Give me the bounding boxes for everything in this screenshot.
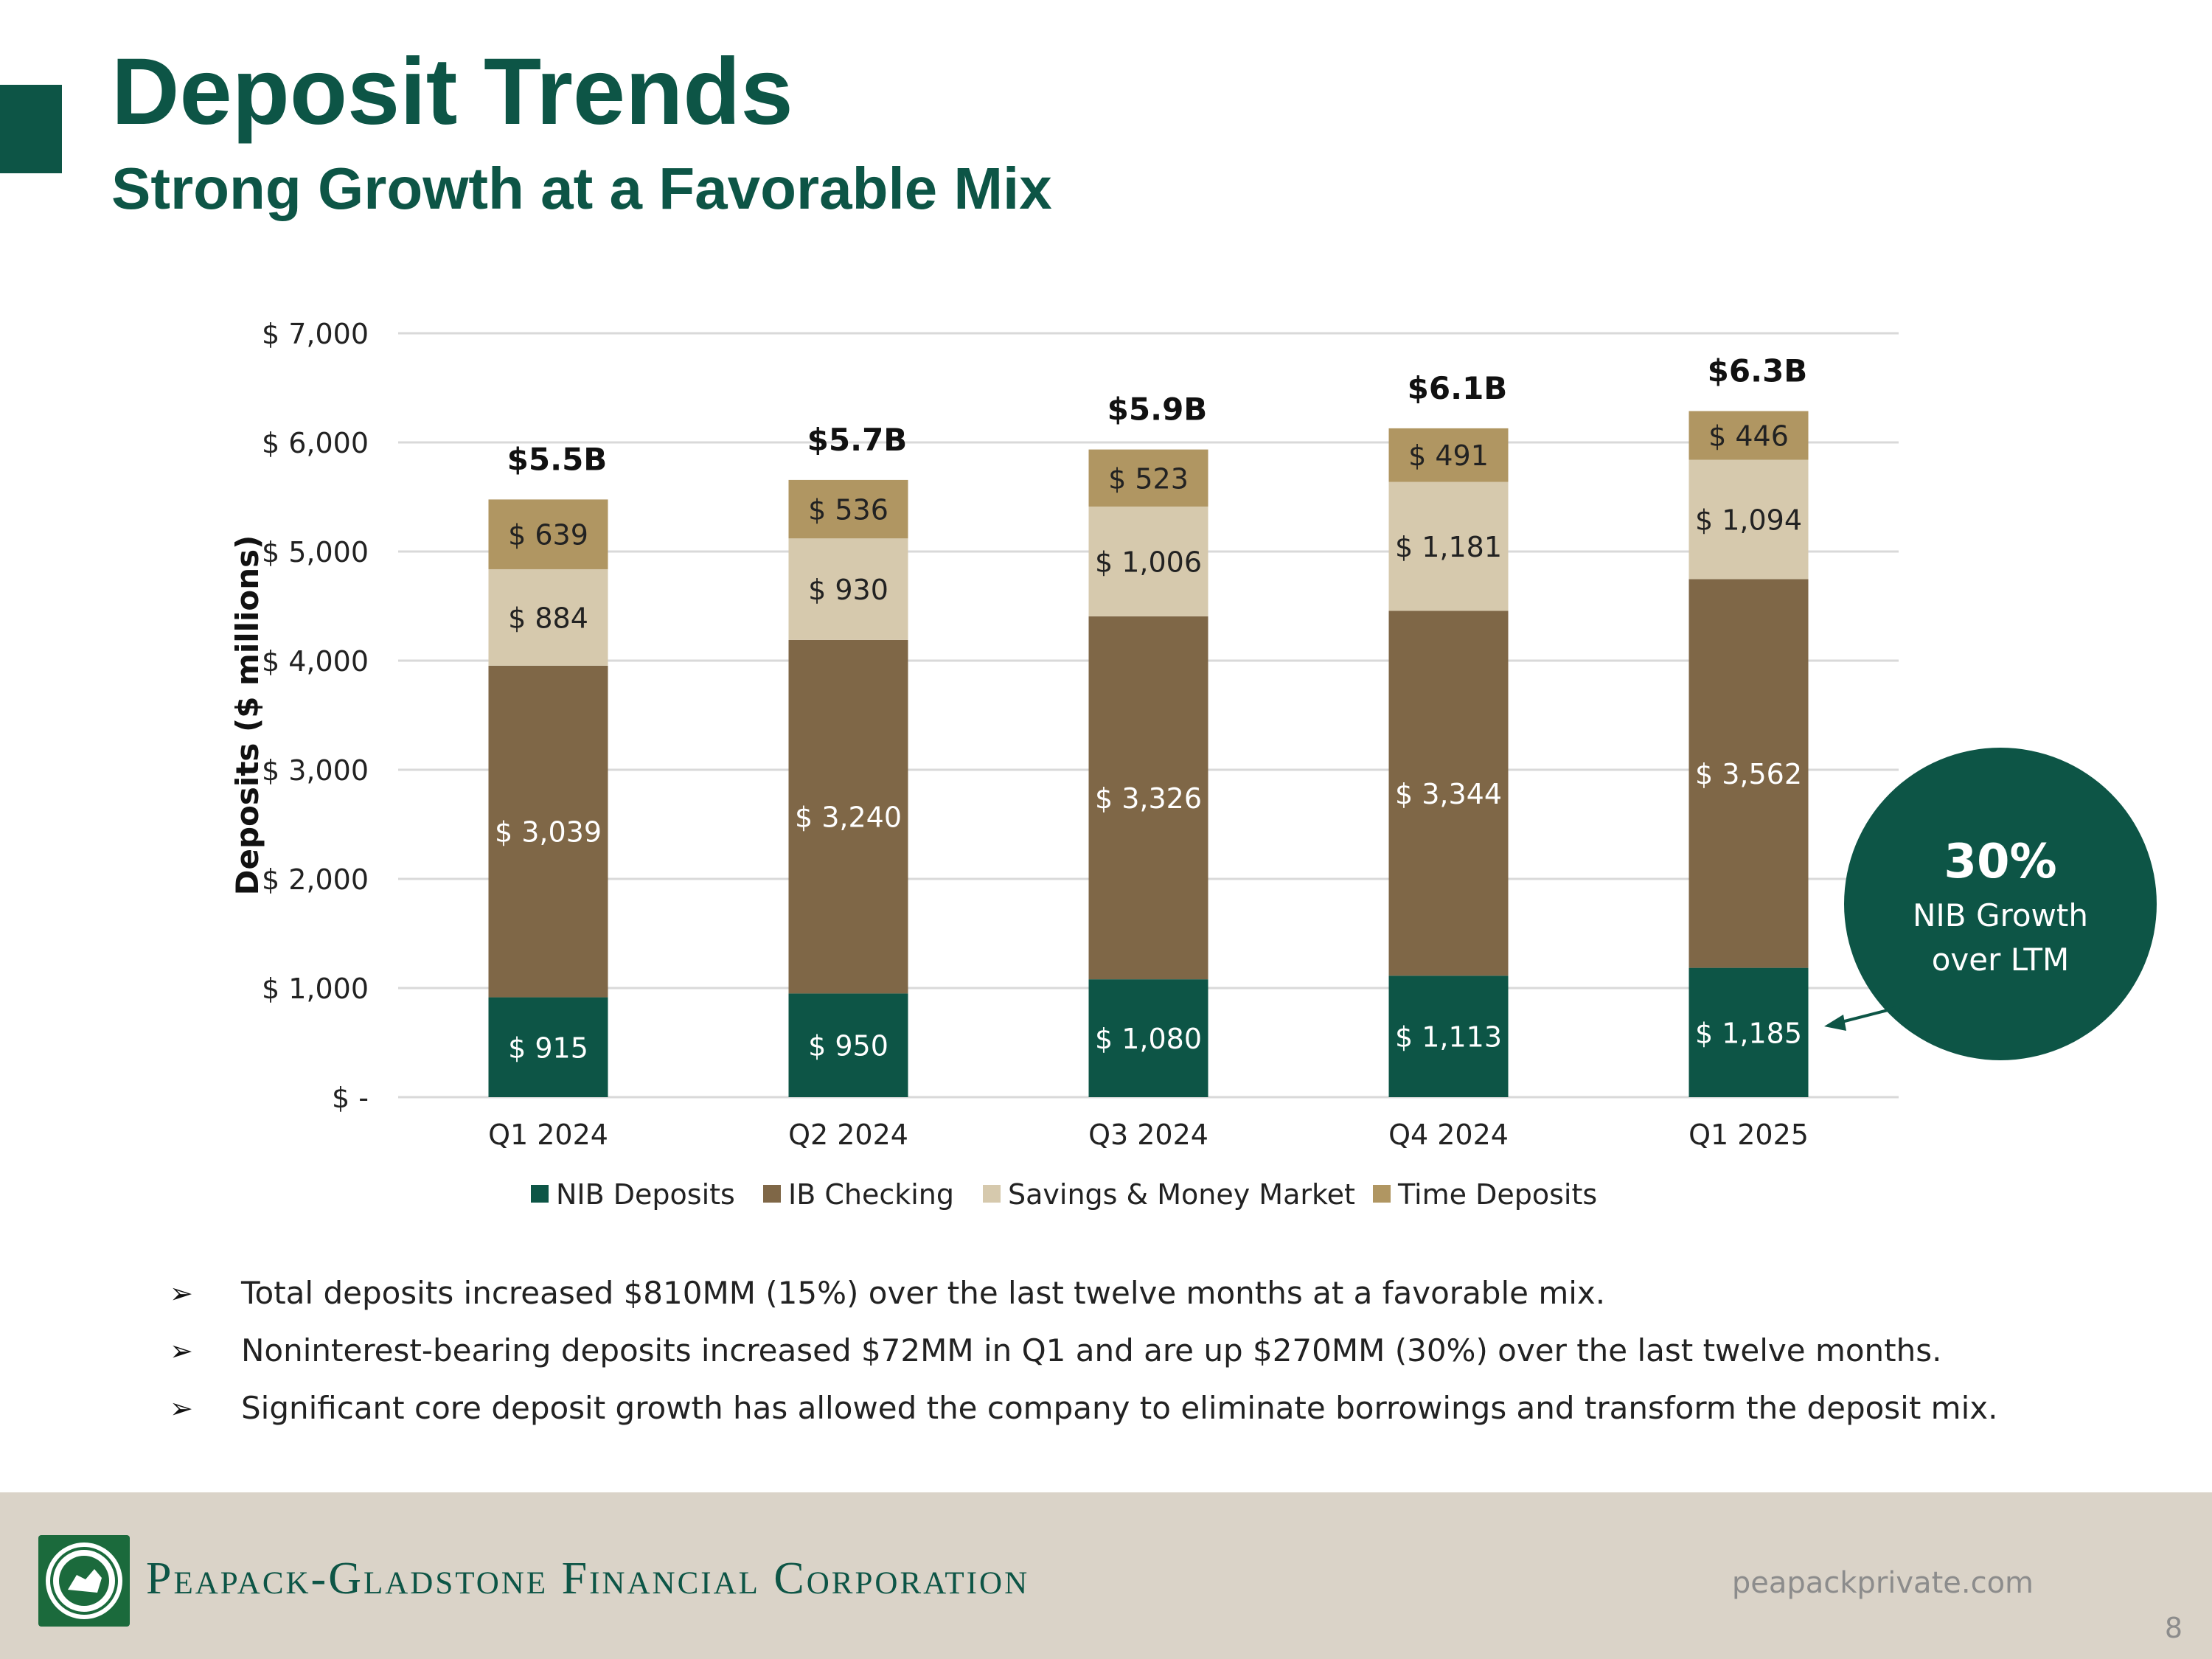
arrow-bullet-icon: ➢ <box>170 1335 193 1367</box>
list-item: ➢ Significant core deposit growth has all… <box>170 1383 1997 1441</box>
axis-layer: $ - $ 1,000 $ 2,000 $ 3,000 $ 4,000 $ 5,000 $ … <box>229 318 1809 1151</box>
bar-value-label: $ 3,326 <box>1095 782 1202 815</box>
y-axis-title: Deposits ($ millions) <box>229 535 265 896</box>
bar-segment <box>1688 459 1809 580</box>
legend-label: IB Checking <box>788 1178 954 1211</box>
bar-total-label: $5.5B <box>507 441 608 477</box>
callout-arrow-line <box>1835 1006 1900 1025</box>
footer-bar: Peapack-Gladstone Financial Corporation … <box>0 1492 2212 1659</box>
y-tick-label: $ 5,000 <box>262 536 369 568</box>
callout-line-2: over LTM <box>1932 942 2070 978</box>
legend-swatch <box>1373 1185 1391 1203</box>
page-number: 8 <box>2164 1612 2183 1644</box>
bullet-text: Total deposits increased $810MM (15%) ov… <box>241 1275 1606 1311</box>
bar-segment <box>788 479 908 539</box>
legend-label: Time Deposits <box>1397 1178 1597 1211</box>
bar-value-label: $ 1,094 <box>1695 504 1802 536</box>
callout-arrow-head <box>1824 1015 1846 1031</box>
bar-segment <box>488 997 608 1097</box>
key-points-list: ➢ Total deposits increased $810MM (15%) o… <box>170 1268 1997 1441</box>
bar-value-label: $ 884 <box>508 602 588 634</box>
x-tick-label: Q2 2024 <box>788 1119 908 1151</box>
x-tick-label: Q1 2025 <box>1688 1119 1809 1151</box>
bar-value-label: $ 536 <box>808 494 888 526</box>
bar-value-label: $ 950 <box>808 1030 888 1062</box>
legend-label: Savings & Money Market <box>1008 1178 1355 1211</box>
bar-value-label: $ 3,039 <box>495 816 602 849</box>
bar-value-label: $ 930 <box>808 574 888 606</box>
bar-segment <box>488 568 608 666</box>
arrow-bullet-icon: ➢ <box>170 1277 193 1310</box>
deposit-stacked-bar-chart: $ 915$ 3,039$ 884$ 639$5.5B$ 950$ 3,240$… <box>229 318 2157 1211</box>
bar-segment <box>1388 481 1509 611</box>
website-link[interactable]: peapackprivate.com <box>1731 1566 2034 1600</box>
bar-total-label: $5.9B <box>1107 392 1208 428</box>
bar-value-label: $ 1,080 <box>1095 1023 1202 1055</box>
company-seal-logo <box>38 1535 130 1627</box>
bar-value-label: $ 446 <box>1708 420 1789 453</box>
bullet-text: Significant core deposit growth has allo… <box>241 1390 1998 1426</box>
bar-value-label: $ 3,344 <box>1395 778 1502 810</box>
bullet-text: Noninterest-bearing deposits increased $… <box>241 1332 1942 1368</box>
label-layer: $ 915 $ 3,039 $ 884 $ 639 $5.5B $ 950 $ 3,240 $… <box>495 353 1807 1065</box>
title-accent-block <box>0 85 62 173</box>
x-tick-label: Q3 2024 <box>1088 1119 1208 1151</box>
y-tick-label: $ 2,000 <box>262 863 369 896</box>
bar-value-label: $ 523 <box>1108 462 1189 495</box>
callout-circle <box>1844 748 2157 1060</box>
bar-value-label: $ 639 <box>508 519 588 552</box>
bar-segment <box>1388 975 1509 1097</box>
bar-segment <box>1088 507 1208 616</box>
bar-layer <box>488 411 1809 1097</box>
company-name: Peapack-Gladstone Financial Corporation <box>146 1554 1030 1604</box>
legend-swatch <box>531 1185 549 1203</box>
chart-legend: NIB Deposits IB Checking Savings & Money M… <box>531 1178 1597 1211</box>
bar-value-label: $ 1,185 <box>1695 1017 1802 1049</box>
bar-segment <box>1688 967 1809 1097</box>
page-title: Deposit Trends <box>111 39 793 145</box>
y-tick-label: $ 4,000 <box>262 645 369 678</box>
legend-swatch <box>763 1185 781 1203</box>
bar-segment <box>1088 979 1208 1097</box>
legend-label: NIB Deposits <box>556 1178 735 1211</box>
page-subtitle: Strong Growth at a Favorable Mix <box>111 156 1052 221</box>
y-tick-label: $ 3,000 <box>262 754 369 787</box>
bar-segment <box>488 499 608 569</box>
bar-segment <box>788 538 908 640</box>
nib-growth-callout: 30% NIB Growth over LTM <box>1824 748 2157 1060</box>
list-item: ➢ Noninterest-bearing deposits increased … <box>170 1326 1997 1383</box>
y-tick-label: $ 1,000 <box>262 973 369 1005</box>
bar-value-label: $ 915 <box>508 1032 588 1064</box>
arrow-bullet-icon: ➢ <box>170 1392 193 1425</box>
bar-segment <box>1088 449 1208 507</box>
bar-value-label: $ 1,181 <box>1395 531 1502 563</box>
bar-segment <box>788 639 908 994</box>
bar-value-label: $ 3,240 <box>795 801 902 834</box>
callout-line-1: NIB Growth <box>1913 897 2088 933</box>
bar-total-label: $5.7B <box>807 422 908 458</box>
y-tick-label: $ 6,000 <box>262 427 369 459</box>
bar-segment <box>1688 411 1809 460</box>
y-tick-label: $ 7,000 <box>262 318 369 350</box>
bar-segment <box>1388 611 1509 976</box>
bar-value-label: $ 1,006 <box>1095 546 1202 578</box>
bar-value-label: $ 1,113 <box>1395 1021 1502 1054</box>
legend-swatch <box>983 1185 1001 1203</box>
x-tick-label: Q4 2024 <box>1388 1119 1509 1151</box>
bar-segment <box>1688 579 1809 968</box>
bar-segment <box>1388 428 1509 482</box>
x-tick-label: Q1 2024 <box>488 1119 608 1151</box>
bar-total-label: $6.1B <box>1408 370 1508 406</box>
bar-segment <box>788 993 908 1097</box>
bar-value-label: $ 3,562 <box>1695 758 1802 790</box>
y-tick-label: $ - <box>332 1082 369 1114</box>
callout-percent: 30% <box>1944 835 2056 889</box>
bar-total-label: $6.3B <box>1708 353 1808 389</box>
bar-value-label: $ 491 <box>1408 439 1489 472</box>
bar-segment <box>488 665 608 998</box>
bar-segment <box>1088 616 1208 980</box>
list-item: ➢ Total deposits increased $810MM (15%) o… <box>170 1268 1997 1326</box>
